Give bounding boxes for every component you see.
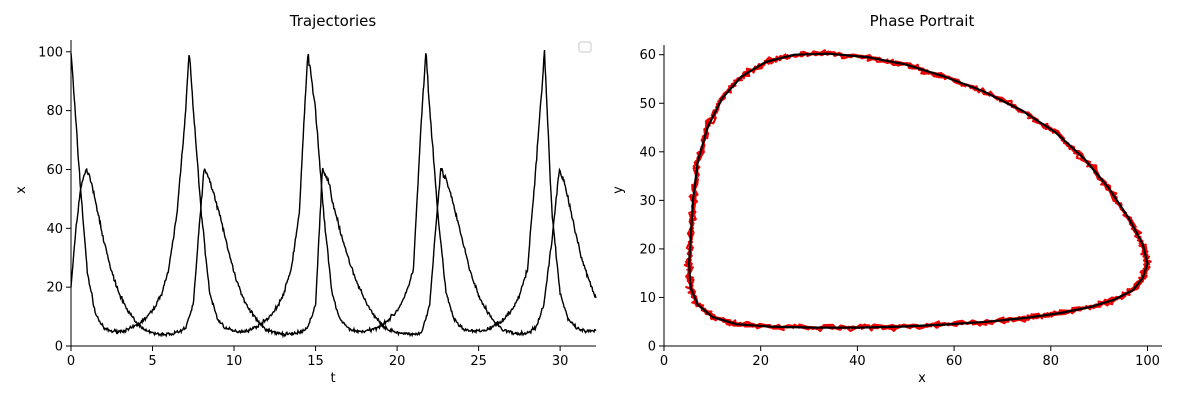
x-tick-label: 80 bbox=[1043, 354, 1060, 369]
noisy-trajectory bbox=[684, 49, 1151, 333]
y-tick-label: 50 bbox=[639, 97, 656, 112]
x-tick-label: 0 bbox=[660, 354, 668, 369]
chart-title: Phase Portrait bbox=[870, 12, 975, 30]
x-tick-label: 20 bbox=[389, 354, 406, 369]
y-tick-label: 20 bbox=[639, 242, 656, 257]
series-lines bbox=[70, 49, 597, 339]
y-tick-label: 30 bbox=[639, 194, 656, 209]
y-tick-label: 80 bbox=[46, 104, 63, 119]
y-tick-label: 40 bbox=[639, 145, 656, 160]
x-ticks: 0 20 40 60 80 100 bbox=[660, 346, 1160, 369]
x-axis-label: x bbox=[918, 371, 926, 386]
x-tick-label: 0 bbox=[67, 354, 75, 369]
y-axis-label: x bbox=[14, 186, 29, 194]
x-tick-label: 30 bbox=[552, 354, 569, 369]
noisy-trajectory bbox=[685, 50, 1151, 332]
x-ticks: 0 5 10 15 20 25 30 bbox=[67, 346, 569, 369]
y-tick-label: 0 bbox=[648, 340, 656, 355]
noise-trace bbox=[70, 49, 597, 335]
x-tick-label: 20 bbox=[752, 354, 769, 369]
chart-title: Trajectories bbox=[289, 12, 377, 30]
x-tick-label: 100 bbox=[1135, 354, 1160, 369]
y-tick-label: 60 bbox=[639, 48, 656, 63]
series-line bbox=[70, 49, 597, 335]
x-tick-label: 25 bbox=[470, 354, 487, 369]
y-axis-label: y bbox=[611, 186, 626, 194]
noise-layer bbox=[70, 49, 597, 338]
noise-layer bbox=[683, 49, 1152, 333]
x-tick-label: 15 bbox=[307, 354, 324, 369]
x-tick-label: 5 bbox=[148, 354, 156, 369]
noise-trace bbox=[70, 167, 597, 338]
y-tick-label: 40 bbox=[46, 222, 63, 237]
series-lines bbox=[687, 52, 1149, 329]
phase-portrait-chart: Phase Portrait 0 20 40 60 80 100 0 10 20 30 40 50 6… bbox=[611, 12, 1162, 386]
x-tick-label: 10 bbox=[226, 354, 243, 369]
y-tick-label: 20 bbox=[46, 281, 63, 296]
trajectories-chart: Trajectories 0 5 10 15 20 25 30 0 20 40 60 80 100 t… bbox=[14, 12, 597, 386]
y-tick-label: 10 bbox=[639, 291, 656, 306]
deterministic-trajectory bbox=[687, 52, 1149, 329]
x-tick-label: 60 bbox=[946, 354, 963, 369]
series-line bbox=[70, 167, 597, 339]
y-tick-label: 60 bbox=[46, 163, 63, 178]
x-tick-label: 40 bbox=[849, 354, 866, 369]
y-ticks: 0 10 20 30 40 50 60 bbox=[639, 48, 664, 355]
noisy-trajectory bbox=[683, 51, 1152, 332]
x-axis-label: t bbox=[330, 371, 335, 386]
y-ticks: 0 20 40 60 80 100 bbox=[38, 45, 71, 355]
y-tick-label: 100 bbox=[38, 45, 63, 60]
y-tick-label: 0 bbox=[55, 340, 63, 355]
legend-box bbox=[578, 41, 592, 53]
